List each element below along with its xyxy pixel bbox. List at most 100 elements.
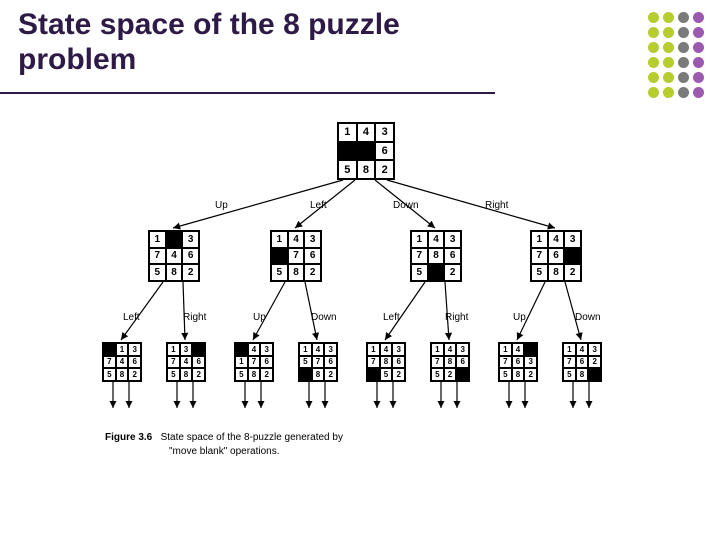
puzzle-cell <box>428 264 445 281</box>
dot <box>678 12 689 23</box>
figure-caption: Figure 3.6 State space of the 8-puzzle g… <box>105 432 343 443</box>
puzzle-cell <box>367 368 380 381</box>
puzzle-cell: 2 <box>564 264 581 281</box>
puzzle-cell: 8 <box>248 368 261 381</box>
puzzle-cell: 7 <box>531 248 548 265</box>
puzzle-cell: 7 <box>499 356 512 369</box>
puzzle-cell: 5 <box>563 368 576 381</box>
puzzle-cell: 1 <box>271 231 288 248</box>
puzzle-cell: 4 <box>444 343 457 356</box>
dot <box>663 57 674 68</box>
puzzle-cell: 4 <box>116 356 129 369</box>
puzzle-cell: 6 <box>260 356 273 369</box>
puzzle-cell: 3 <box>182 231 199 248</box>
puzzle-cell: 2 <box>392 368 405 381</box>
puzzle-cell: 6 <box>304 248 321 265</box>
puzzle-cell <box>271 248 288 265</box>
puzzle-cell: 7 <box>367 356 380 369</box>
puzzle-cell: 2 <box>444 264 461 281</box>
puzzle-cell: 2 <box>524 368 537 381</box>
puzzle-state: 14378652 <box>366 342 406 382</box>
dot <box>663 87 674 98</box>
edge-label: Down <box>393 200 419 211</box>
puzzle-cell <box>357 142 376 161</box>
puzzle-cell: 6 <box>576 356 589 369</box>
puzzle-cell <box>299 368 312 381</box>
puzzle-cell: 4 <box>166 248 183 265</box>
puzzle-cell: 6 <box>512 356 525 369</box>
puzzle-cell: 7 <box>288 248 305 265</box>
puzzle-cell <box>456 368 469 381</box>
puzzle-cell: 5 <box>380 368 393 381</box>
puzzle-cell: 4 <box>512 343 525 356</box>
dot <box>693 57 704 68</box>
puzzle-cell: 4 <box>312 343 325 356</box>
puzzle-cell: 1 <box>299 343 312 356</box>
puzzle-cell: 3 <box>456 343 469 356</box>
dot <box>663 12 674 23</box>
puzzle-cell: 7 <box>411 248 428 265</box>
dot <box>678 42 689 53</box>
puzzle-state: 14378652 <box>430 342 470 382</box>
puzzle-cell: 3 <box>324 343 337 356</box>
dot <box>693 42 704 53</box>
dot <box>648 72 659 83</box>
puzzle-cell: 1 <box>116 343 129 356</box>
puzzle-cell: 4 <box>180 356 193 369</box>
puzzle-cell: 7 <box>167 356 180 369</box>
puzzle-cell: 4 <box>357 123 376 142</box>
dot <box>648 87 659 98</box>
puzzle-cell: 2 <box>444 368 457 381</box>
puzzle-cell: 2 <box>182 264 199 281</box>
dot <box>693 87 704 98</box>
dot <box>678 72 689 83</box>
dot <box>678 87 689 98</box>
puzzle-cell: 4 <box>428 231 445 248</box>
title-underline <box>0 92 495 94</box>
puzzle-cell: 5 <box>167 368 180 381</box>
puzzle-cell: 7 <box>431 356 444 369</box>
puzzle-cell: 2 <box>192 368 205 381</box>
puzzle-cell: 4 <box>380 343 393 356</box>
puzzle-cell: 7 <box>103 356 116 369</box>
state-space-diagram: Up Left Down Right Left Right Up Down Le… <box>85 120 645 510</box>
puzzle-cell: 2 <box>324 368 337 381</box>
puzzle-cell: 1 <box>167 343 180 356</box>
edge-label: Down <box>311 312 337 323</box>
puzzle-cell: 8 <box>288 264 305 281</box>
puzzle-cell: 6 <box>375 142 394 161</box>
dot <box>648 42 659 53</box>
puzzle-cell: 2 <box>260 368 273 381</box>
puzzle-cell: 8 <box>576 368 589 381</box>
puzzle-cell: 8 <box>428 248 445 265</box>
puzzle-cell: 3 <box>304 231 321 248</box>
puzzle-cell: 1 <box>563 343 576 356</box>
dot <box>678 27 689 38</box>
puzzle-state: 14357682 <box>298 342 338 382</box>
puzzle-state: 14376582 <box>270 230 322 282</box>
puzzle-cell: 8 <box>380 356 393 369</box>
dot <box>663 27 674 38</box>
dot <box>663 72 674 83</box>
puzzle-cell: 4 <box>288 231 305 248</box>
puzzle-cell: 5 <box>235 368 248 381</box>
puzzle-cell: 3 <box>444 231 461 248</box>
puzzle-cell: 3 <box>564 231 581 248</box>
puzzle-cell: 1 <box>499 343 512 356</box>
puzzle-cell: 2 <box>128 368 141 381</box>
decorative-dots <box>648 12 704 98</box>
puzzle-cell: 6 <box>192 356 205 369</box>
puzzle-cell: 6 <box>392 356 405 369</box>
puzzle-cell: 1 <box>338 123 357 142</box>
caption-line1: State space of the 8-puzzle generated by <box>161 432 343 443</box>
edge-label: Up <box>513 312 526 323</box>
puzzle-cell: 5 <box>411 264 428 281</box>
puzzle-cell <box>235 343 248 356</box>
puzzle-state: 14376582 <box>530 230 582 282</box>
puzzle-cell: 3 <box>588 343 601 356</box>
puzzle-cell: 1 <box>531 231 548 248</box>
puzzle-cell: 8 <box>312 368 325 381</box>
puzzle-cell <box>338 142 357 161</box>
puzzle-cell: 8 <box>357 160 376 179</box>
puzzle-cell: 6 <box>182 248 199 265</box>
